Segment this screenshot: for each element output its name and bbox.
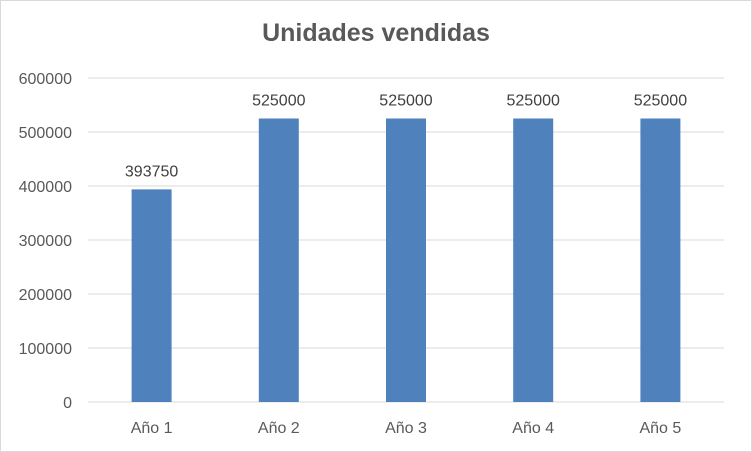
bar bbox=[258, 118, 299, 402]
y-tick-label: 0 bbox=[63, 395, 72, 412]
y-tick-label: 400000 bbox=[19, 179, 72, 196]
x-tick-label: Año 1 bbox=[131, 420, 173, 437]
data-label: 393750 bbox=[125, 163, 178, 180]
y-tick-label: 600000 bbox=[19, 71, 72, 88]
chart-title: Unidades vendidas bbox=[262, 19, 490, 47]
data-label: 525000 bbox=[252, 93, 305, 110]
bar bbox=[513, 118, 554, 402]
x-tick-label: Año 5 bbox=[639, 420, 681, 437]
bar bbox=[386, 118, 426, 402]
x-tick-label: Año 2 bbox=[258, 420, 300, 437]
y-tick-label: 500000 bbox=[19, 125, 72, 142]
x-tick-label: Año 3 bbox=[385, 420, 427, 437]
bar bbox=[131, 189, 172, 402]
y-tick-label: 100000 bbox=[19, 341, 72, 358]
data-label: 525000 bbox=[379, 93, 432, 110]
data-label: 525000 bbox=[507, 93, 560, 110]
bar bbox=[640, 118, 681, 402]
data-label: 525000 bbox=[634, 93, 687, 110]
x-tick-label: Año 4 bbox=[512, 420, 554, 437]
y-tick-label: 200000 bbox=[19, 287, 72, 304]
y-tick-label: 300000 bbox=[19, 233, 72, 250]
